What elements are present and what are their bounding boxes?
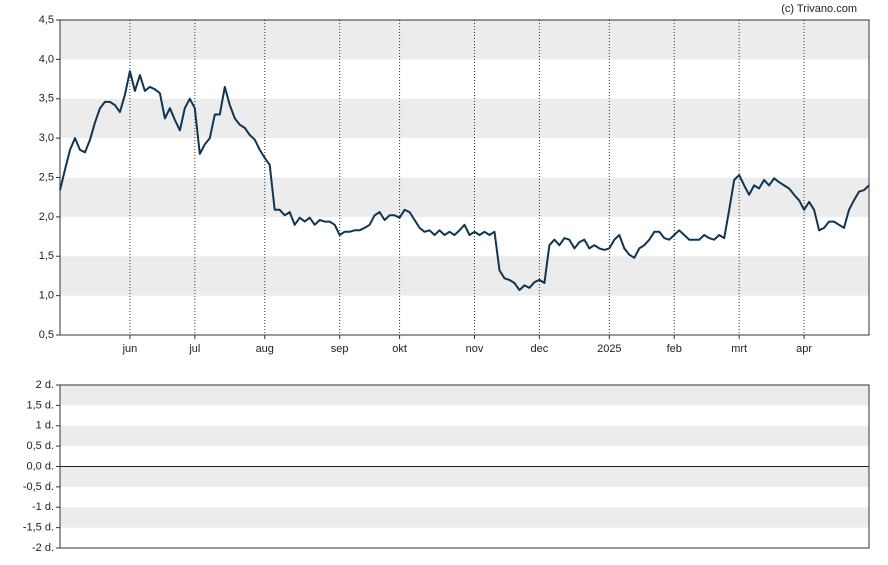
y-tick-label: 4,0 (39, 53, 54, 65)
y-tick-label: 1 d. (36, 420, 54, 432)
y-tick-label: 1,5 d. (26, 399, 54, 411)
y-tick-label: 0,0 d. (26, 460, 54, 472)
y-tick-label: 0,5 (39, 329, 54, 341)
watermark: (c) Trivano.com (781, 3, 857, 15)
y-tick-label: 2 d. (36, 379, 54, 391)
x-tick-label: jun (122, 343, 138, 355)
y-tick-label: 2,0 (39, 211, 54, 223)
x-tick-label: dec (531, 343, 549, 355)
plot-frame (59, 19, 870, 336)
plot-frame (59, 384, 870, 549)
x-tick-label: apr (796, 343, 812, 355)
grid-band (60, 20, 869, 60)
x-tick-label: okt (392, 343, 407, 355)
y-tick-label: 2,5 (39, 171, 54, 183)
x-tick-label: sep (331, 343, 349, 355)
x-tick-label: aug (256, 343, 274, 355)
y-tick-label: 3,5 (39, 93, 54, 105)
grid-band (60, 177, 869, 217)
y-tick-label: -2 d. (32, 542, 54, 554)
grid-band (60, 466, 869, 487)
x-tick-label: jul (188, 343, 200, 355)
x-tick-label: feb (667, 343, 682, 355)
grid-band (60, 425, 869, 447)
y-tick-label: 4,5 (39, 14, 54, 26)
y-tick-label: 0,5 d. (26, 440, 54, 452)
grid-band (60, 507, 869, 528)
y-tick-label: 1,0 (39, 290, 54, 302)
y-tick-label: 1,5 (39, 250, 54, 262)
grid-band (60, 256, 869, 296)
x-tick-label: mrt (731, 343, 747, 355)
grid-band (60, 98, 869, 139)
y-tick-label: -1 d. (32, 501, 54, 513)
price-line (59, 70, 870, 292)
y-tick-label: 3,0 (39, 132, 54, 144)
y-tick-label: -0,5 d. (23, 481, 54, 493)
x-tick-label: 2025 (597, 343, 621, 355)
x-tick-label: nov (466, 343, 484, 355)
y-tick-label: -1,5 d. (23, 522, 54, 534)
grid-band (60, 385, 869, 406)
